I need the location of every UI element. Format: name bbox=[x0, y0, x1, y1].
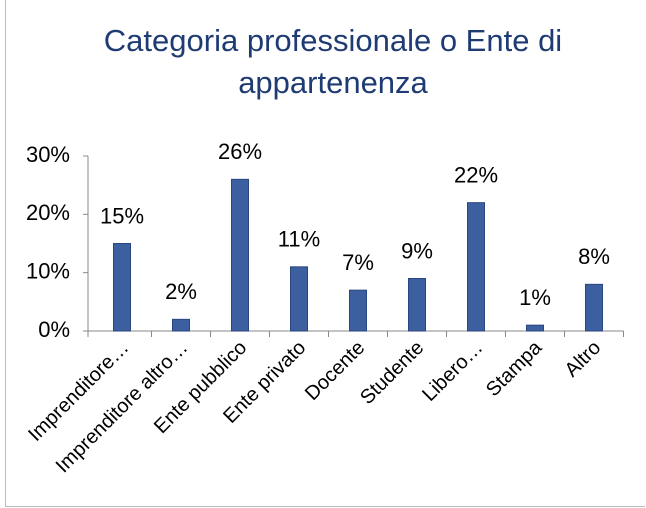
data-label: 2% bbox=[165, 279, 197, 304]
data-label: 8% bbox=[578, 244, 610, 269]
bar bbox=[467, 202, 485, 332]
x-tick-label: Altro bbox=[561, 337, 606, 382]
x-tick-label: Imprenditore… bbox=[24, 337, 133, 446]
bar bbox=[172, 318, 190, 332]
bar bbox=[290, 266, 308, 332]
data-label: 15% bbox=[100, 203, 144, 228]
y-tick-label: 0% bbox=[38, 317, 70, 342]
x-tick-label: Libero… bbox=[418, 337, 487, 406]
bar bbox=[408, 278, 426, 332]
bar bbox=[231, 178, 249, 332]
y-tick-label: 20% bbox=[26, 200, 70, 225]
x-tick-label: Stampa bbox=[482, 336, 547, 401]
bar bbox=[585, 283, 603, 332]
chart-frame bbox=[5, 0, 645, 507]
data-label: 7% bbox=[342, 250, 374, 275]
data-label: 9% bbox=[401, 238, 433, 263]
y-tick-label: 10% bbox=[26, 258, 70, 283]
data-label: 11% bbox=[278, 227, 320, 252]
chart-title: Categoria professionale o Ente di appart… bbox=[103, 23, 563, 100]
bar bbox=[349, 289, 367, 332]
x-tick-label: Studente bbox=[356, 337, 428, 409]
data-label: 22% bbox=[454, 162, 498, 187]
bar bbox=[526, 324, 544, 332]
data-label: 1% bbox=[519, 285, 551, 310]
data-label: 26% bbox=[218, 139, 262, 164]
y-tick-label: 30% bbox=[26, 142, 70, 167]
bar bbox=[113, 243, 131, 332]
